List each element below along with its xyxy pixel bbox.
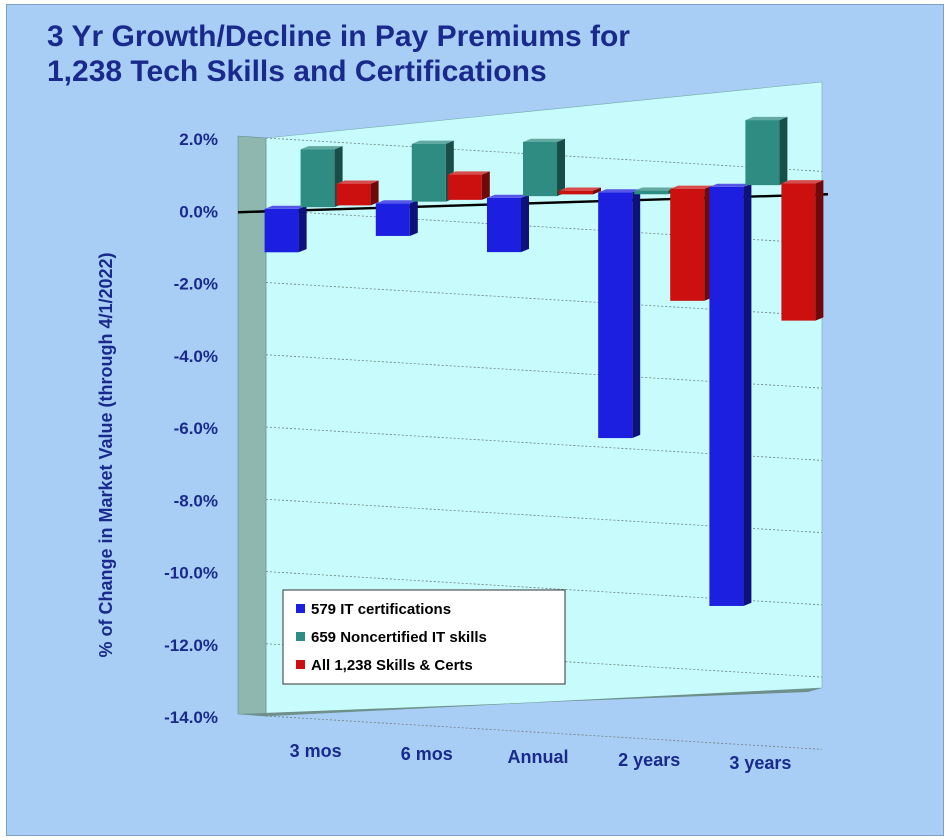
- bar-top: [745, 116, 788, 121]
- legend-label: 659 Noncertified IT skills: [311, 629, 487, 646]
- bar-top: [447, 171, 490, 175]
- bar-side: [815, 180, 824, 321]
- bar-it-certifications: [264, 205, 307, 253]
- bar-noncertified-skills: [300, 146, 343, 208]
- bar-front: [709, 186, 744, 606]
- bar-side: [632, 189, 641, 439]
- x-tick-label: 2 years: [618, 750, 680, 770]
- x-tick-label: 3 years: [729, 753, 791, 773]
- x-tick-label: 6 mos: [401, 744, 453, 764]
- bar-it-certifications: [487, 194, 529, 253]
- bar-noncertified-skills: [745, 116, 788, 186]
- y-tick-label: -12.0%: [164, 636, 218, 655]
- y-tick-label: -4.0%: [174, 347, 218, 366]
- y-tick-label: -10.0%: [164, 564, 218, 583]
- legend-label: 579 IT certifications: [311, 601, 451, 618]
- y-tick-label: 2.0%: [179, 130, 218, 149]
- gridline: [265, 715, 823, 750]
- bar-all-skills-certs: [447, 171, 490, 200]
- bar-front: [781, 183, 816, 321]
- y-tick-label: 0.0%: [179, 202, 218, 221]
- x-tick-label: Annual: [508, 747, 569, 767]
- legend-swatch: [296, 660, 305, 669]
- gridline: [265, 137, 823, 172]
- bar-it-certifications: [709, 183, 752, 606]
- bar-it-certifications: [598, 189, 641, 439]
- bar-top: [487, 194, 529, 198]
- bar-top: [264, 205, 307, 209]
- y-axis-title: % of Change in Market Value (through 4/1…: [96, 252, 116, 657]
- bar-all-skills-certs: [781, 180, 824, 321]
- bar-noncertified-skills: [634, 187, 677, 195]
- chart-title: 3 Yr Growth/Decline in Pay Premiums for …: [47, 19, 927, 89]
- y-tick-label: -8.0%: [174, 491, 218, 510]
- x-tick-label: 3 mos: [290, 741, 342, 761]
- bar-front: [598, 192, 633, 439]
- bar-all-skills-certs: [336, 180, 379, 206]
- legend-swatch: [296, 604, 305, 613]
- bar-side: [370, 180, 379, 206]
- bar-front: [523, 141, 557, 197]
- bar-side: [557, 138, 565, 197]
- bar-top: [781, 180, 824, 184]
- bar-top: [598, 189, 641, 193]
- bar-top: [670, 185, 713, 189]
- bar-front: [375, 203, 410, 236]
- bar-side: [298, 205, 307, 253]
- chart-floor: [238, 687, 822, 716]
- legend: 579 IT certifications 659 Noncertified IT…: [282, 589, 566, 685]
- bar-top: [336, 180, 379, 184]
- bar-all-skills-certs: [670, 185, 713, 301]
- bar-top: [375, 200, 418, 204]
- bar-front: [264, 208, 299, 253]
- bar-front: [487, 197, 521, 253]
- bar-noncertified-skills: [523, 138, 565, 197]
- chart-title-line-2: 1,238 Tech Skills and Certifications: [47, 55, 547, 88]
- bar-top: [300, 146, 343, 150]
- bar-side: [779, 116, 788, 186]
- chart-left-wall: [237, 135, 267, 717]
- bar-front: [411, 143, 446, 202]
- bar-all-skills-certs: [559, 187, 601, 195]
- bar-it-certifications: [375, 200, 418, 236]
- bar-top: [634, 187, 677, 191]
- bar-side: [593, 187, 601, 195]
- legend-label: All 1,238 Skills & Certs: [311, 657, 473, 674]
- bar-front: [745, 120, 780, 186]
- y-tick-label: -2.0%: [174, 275, 218, 294]
- bar-front: [559, 190, 593, 195]
- y-tick-label: -14.0%: [164, 708, 218, 727]
- bar-noncertified-skills: [411, 140, 454, 202]
- chart-title-line-1: 3 Yr Growth/Decline in Pay Premiums for: [47, 20, 630, 53]
- bar-top: [709, 183, 752, 187]
- bar-side: [481, 171, 490, 200]
- bar-top: [523, 138, 565, 142]
- bar-side: [743, 183, 752, 606]
- bar-side: [409, 200, 418, 236]
- y-tick-label: -6.0%: [174, 419, 218, 438]
- bar-front: [670, 188, 705, 301]
- legend-box: [282, 589, 566, 685]
- bar-front: [336, 183, 371, 206]
- bar-top: [559, 187, 601, 191]
- bar-side: [521, 194, 529, 253]
- bar-top: [411, 140, 454, 144]
- bar-front: [300, 149, 335, 208]
- bar-front: [447, 174, 482, 200]
- legend-swatch: [296, 632, 305, 641]
- bar-front: [634, 190, 669, 195]
